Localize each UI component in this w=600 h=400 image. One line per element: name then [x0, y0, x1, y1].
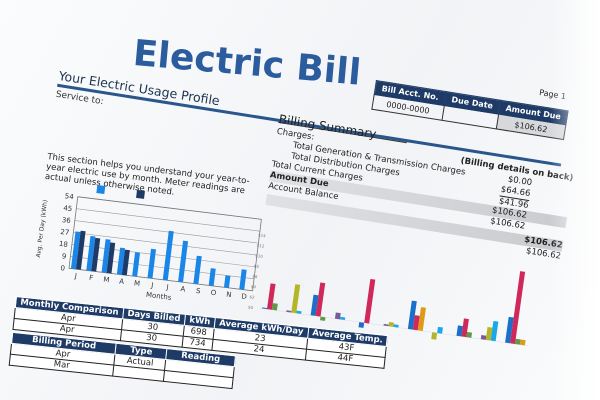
gridline	[71, 244, 256, 268]
bar	[466, 331, 473, 338]
x-tick-label: N	[226, 291, 232, 300]
bar	[75, 230, 86, 270]
x-tick-label: A	[119, 277, 125, 286]
charges-chart-svg: $0 $2 $4 $6 $8 $10 $12 $14	[248, 232, 529, 347]
bar	[193, 255, 202, 285]
y-tick-label: $14	[258, 232, 267, 238]
bar	[358, 322, 365, 328]
charges-chart: $0 $2 $4 $6 $8 $10 $12 $14	[239, 222, 545, 395]
bar	[393, 324, 399, 328]
light-glare	[550, 0, 600, 400]
bar	[178, 240, 189, 283]
bar	[437, 326, 443, 334]
bar	[266, 283, 276, 310]
bar	[412, 315, 420, 331]
y-tick-label: 36	[61, 216, 71, 225]
y-tick-label: 9	[61, 252, 66, 260]
x-tick-label: M	[133, 279, 140, 288]
bar	[417, 307, 426, 331]
y-tick-label: $0	[248, 304, 254, 310]
bar	[461, 318, 469, 338]
y-tick-label: 54	[64, 192, 74, 201]
x-tick-label: S	[195, 287, 201, 296]
bar	[310, 294, 319, 316]
y-tick-label: $4	[251, 284, 257, 290]
bar	[490, 320, 499, 342]
gridline	[76, 208, 260, 232]
bar	[514, 338, 521, 345]
y-tick-label: 27	[60, 228, 70, 237]
bar	[106, 242, 116, 274]
bar	[291, 284, 301, 314]
y-tick-label: 45	[63, 204, 73, 213]
bar	[286, 310, 292, 313]
x-axis-label: Months	[146, 291, 173, 302]
x-tick-label: J	[165, 283, 169, 291]
bar	[510, 271, 526, 344]
bar	[388, 322, 395, 327]
y-tick-label: 0	[60, 264, 65, 272]
gridline	[74, 220, 259, 244]
x-tick-label: M	[103, 276, 110, 285]
bar	[519, 339, 526, 346]
bar	[485, 326, 493, 341]
bar	[315, 282, 326, 317]
legend-swatch	[136, 189, 145, 199]
gridline	[70, 256, 255, 280]
bar	[334, 312, 341, 320]
bar	[162, 230, 174, 281]
bar	[132, 252, 141, 277]
usage-chart: 0 9 18 27 36 45 54 J F M A M J J A S O N D Months Avg. Per D…	[26, 176, 268, 317]
bar	[339, 316, 346, 321]
y-tick-label: $12	[256, 243, 265, 249]
bar	[101, 239, 111, 273]
y-tick-label: $6	[252, 274, 258, 280]
bar	[262, 307, 268, 310]
y-tick-label: 18	[58, 240, 68, 249]
bar	[91, 237, 101, 272]
cell: 734	[181, 336, 214, 351]
x-tick-label: F	[89, 274, 94, 282]
gridline	[73, 232, 258, 256]
y-tick-label: $8	[254, 263, 260, 269]
plot-frame	[68, 196, 262, 292]
y-tick-label: $10	[255, 253, 264, 259]
bar	[86, 235, 96, 271]
bar	[70, 231, 81, 270]
bar	[505, 316, 514, 344]
bar	[364, 278, 376, 324]
x-tick-label: J	[150, 281, 154, 289]
bar	[116, 247, 126, 275]
bar	[383, 323, 389, 327]
bar	[147, 248, 157, 279]
x-tick-label: D	[241, 292, 247, 301]
x-tick-label: A	[180, 285, 186, 294]
bar	[121, 249, 130, 276]
y-tick-label: $2	[249, 294, 255, 300]
bar	[431, 332, 438, 340]
x-tick-label: O	[210, 289, 217, 298]
bar	[239, 269, 247, 290]
bar	[271, 303, 278, 311]
bar	[208, 268, 216, 286]
bar	[480, 335, 487, 340]
bar	[320, 316, 326, 321]
legend-swatch	[96, 185, 106, 194]
y-axis-label: Avg. Per Day (kWh)	[35, 199, 49, 257]
bar	[407, 300, 417, 330]
x-tick-label: J	[73, 272, 77, 280]
bar	[296, 310, 302, 314]
bar	[223, 275, 231, 288]
bar	[456, 325, 463, 337]
